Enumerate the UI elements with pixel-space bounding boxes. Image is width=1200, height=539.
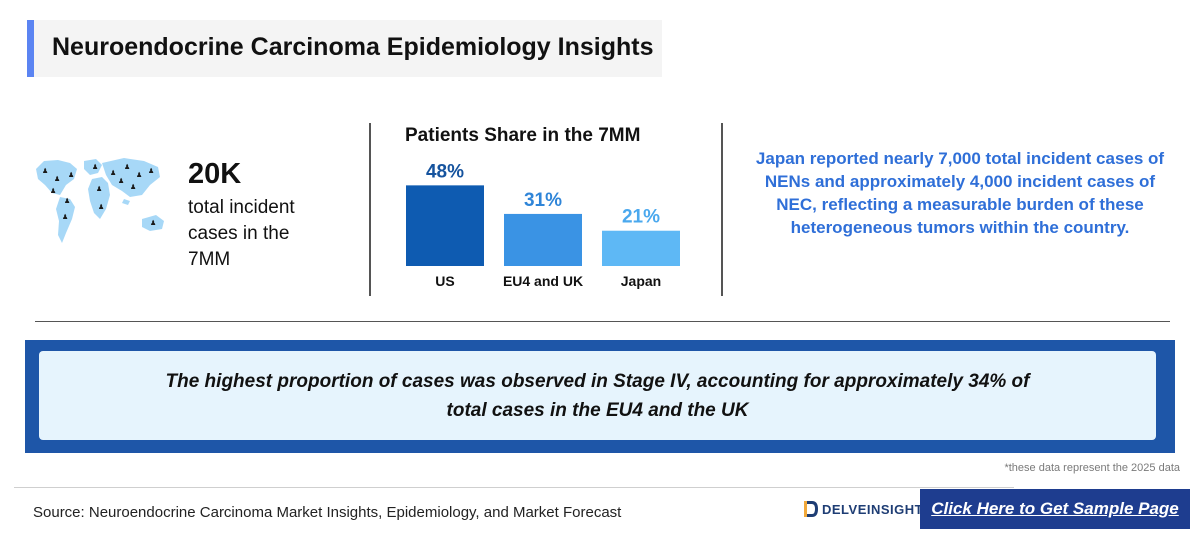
person-pin-icon: ♟	[54, 175, 60, 183]
person-pin-icon: ♟	[130, 183, 136, 191]
logo-text: DELVEINSIGHT	[822, 501, 924, 517]
divider-left	[369, 123, 371, 296]
patients-share-chart: 48% US 31% EU4 and UK 21% Japan	[406, 161, 680, 289]
person-pin-icon: ♟	[68, 171, 74, 179]
person-pin-icon: ♟	[110, 169, 116, 177]
bar-value-label: 31%	[524, 190, 562, 211]
highlight-banner: The highest proportion of cases was obse…	[25, 340, 1175, 453]
delveinsight-logo-icon	[804, 501, 818, 517]
person-pin-icon: ♟	[150, 219, 156, 227]
section-divider	[35, 321, 1170, 322]
bar-japan	[602, 230, 680, 266]
bar-category-label: EU4 and UK	[503, 273, 583, 289]
person-pin-icon: ♟	[50, 187, 56, 195]
person-pin-icon: ♟	[118, 177, 124, 185]
data-footnote: *these data represent the 2025 data	[1004, 462, 1180, 474]
bar-category-label: Japan	[621, 273, 661, 289]
incident-cases-value: 20K	[188, 158, 242, 190]
person-pin-icon: ♟	[42, 167, 48, 175]
incident-cases-label: total incident cases in the 7MM	[188, 197, 295, 270]
divider-right	[721, 123, 723, 296]
title-bar: Neuroendocrine Carcinoma Epidemiology In…	[27, 20, 662, 77]
world-map-icon: ♟ ♟ ♟ ♟ ♟ ♟ ♟ ♟ ♟ ♟ ♟ ♟ ♟ ♟ ♟ ♟	[36, 158, 164, 243]
footer-divider	[14, 487, 1014, 488]
person-pin-icon: ♟	[148, 167, 154, 175]
source-text: Source: Neuroendocrine Carcinoma Market …	[33, 504, 622, 521]
person-pin-icon: ♟	[64, 197, 70, 205]
bar-eu4-and-uk	[504, 213, 582, 266]
highlight-text: The highest proportion of cases was obse…	[165, 370, 1030, 421]
highlight-panel: The highest proportion of cases was obse…	[39, 351, 1156, 440]
bar-value-label: 21%	[622, 207, 660, 228]
sample-page-button-label: Click Here to Get Sample Page	[931, 499, 1179, 518]
person-pin-icon: ♟	[136, 171, 142, 179]
bar-us	[406, 185, 484, 266]
bar-value-label: 48%	[426, 161, 464, 182]
person-pin-icon: ♟	[96, 185, 102, 193]
person-pin-icon: ♟	[62, 213, 68, 221]
japan-insight-text: Japan reported nearly 7,000 total incide…	[755, 149, 1165, 237]
person-pin-icon: ♟	[124, 163, 130, 171]
person-pin-icon: ♟	[98, 203, 104, 211]
page-title: Neuroendocrine Carcinoma Epidemiology In…	[52, 33, 654, 61]
delveinsight-logo[interactable]: DELVEINSIGHT	[803, 499, 923, 519]
bar-category-label: US	[435, 273, 454, 289]
person-pin-icon: ♟	[92, 163, 98, 171]
chart-title: Patients Share in the 7MM	[405, 125, 641, 146]
sample-page-button[interactable]: Click Here to Get Sample Page	[920, 489, 1190, 529]
